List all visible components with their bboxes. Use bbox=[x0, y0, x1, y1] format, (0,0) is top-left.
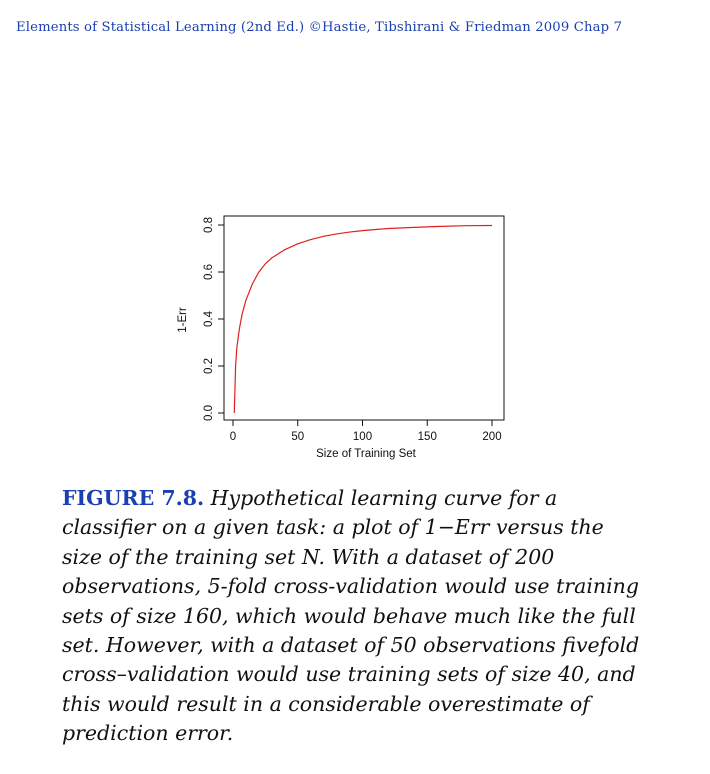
y-tick-label: 0.0 bbox=[203, 405, 215, 421]
x-tick-label: 200 bbox=[482, 431, 501, 443]
learning-curve-chart: 0 50 100 150 200 0.0 0.2 0.4 0.6 0.8 Size of Tra… bbox=[177, 215, 505, 460]
figure-caption: FIGURE 7.8. Hypothetical learning curve … bbox=[62, 484, 642, 749]
series-line bbox=[233, 224, 493, 414]
x-axis-label: Size of Training Set bbox=[316, 448, 417, 460]
x-axis: 0 50 100 150 200 bbox=[230, 420, 502, 443]
page-header: Elements of Statistical Learning (2nd Ed… bbox=[16, 20, 623, 35]
y-tick-label: 0.4 bbox=[203, 310, 215, 327]
y-tick-label: 0.2 bbox=[203, 358, 215, 374]
figure-label: FIGURE 7.8. bbox=[62, 486, 205, 510]
y-tick-label: 0.8 bbox=[203, 217, 215, 233]
x-tick-label: 150 bbox=[418, 431, 437, 443]
x-tick-label: 50 bbox=[291, 431, 304, 443]
x-tick-label: 100 bbox=[353, 431, 372, 443]
y-tick-label: 0.6 bbox=[203, 264, 215, 280]
y-axis-label: 1-Err bbox=[177, 307, 189, 333]
caption-text: Hypothetical learning curve for a classi… bbox=[62, 486, 640, 746]
y-axis: 0.0 0.2 0.4 0.6 0.8 bbox=[203, 217, 224, 421]
plot-frame bbox=[223, 215, 505, 421]
x-tick-label: 0 bbox=[230, 431, 236, 443]
